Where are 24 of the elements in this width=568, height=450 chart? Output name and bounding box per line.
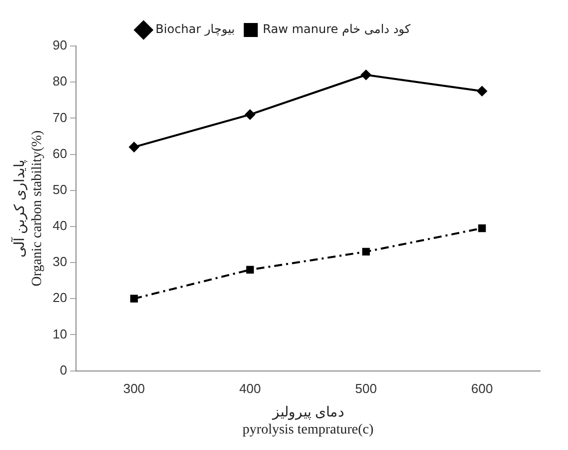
y-tick-label: 50 [52,182,68,197]
y-tick-label: 20 [52,290,68,306]
y-tick-label: 90 [52,38,68,53]
y-tick-label: 70 [52,110,68,125]
legend-label: Raw manure کود دامی خام [262,22,411,36]
point [245,110,256,120]
point [246,266,254,274]
point [130,294,138,302]
point [361,70,372,80]
x-tick-label: 300 [123,381,145,396]
x-tick-label: 500 [355,381,377,396]
y-tick-label: 10 [52,326,68,342]
legend-label: Biochar بیوچار [156,22,235,36]
x-tick-label: 600 [471,381,493,396]
point [129,142,140,152]
y-tick-label: 60 [52,146,68,161]
point [478,224,486,232]
y-tick-label: 30 [52,254,68,270]
x-tick-label: 400 [239,381,261,396]
y-tick-label: 80 [52,74,68,89]
y-tick-label: 0 [60,362,68,378]
y-tick-label: 40 [52,218,68,234]
point [477,86,488,96]
point [362,248,370,256]
